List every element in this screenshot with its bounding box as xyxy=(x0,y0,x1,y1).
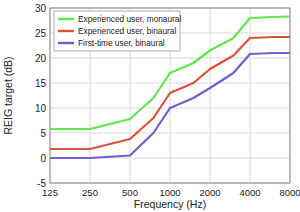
legend-label: Experienced user, monaural xyxy=(78,14,181,24)
series-line xyxy=(50,53,290,158)
x-tick-label: 8000 xyxy=(279,187,300,198)
y-tick-label: 30 xyxy=(35,3,47,14)
x-axis-title: Frequency (Hz) xyxy=(134,198,206,210)
y-axis-title: REIG target (dB) xyxy=(2,56,14,134)
series-line xyxy=(50,17,290,130)
grid-line xyxy=(210,8,211,183)
legend-swatch xyxy=(58,42,74,44)
x-tick-label: 1000 xyxy=(159,187,180,198)
plot-frame xyxy=(50,8,290,183)
legend-swatch xyxy=(58,18,74,20)
y-tick-label: 10 xyxy=(35,103,47,114)
chart: -50510152025301252505001000200040008000E… xyxy=(0,0,300,212)
y-tick-label: 0 xyxy=(40,153,46,164)
y-tick-label: 20 xyxy=(35,53,47,64)
x-tick-label: 4000 xyxy=(239,187,260,198)
y-tick-label: 15 xyxy=(35,78,47,89)
x-tick-label: 250 xyxy=(82,187,98,198)
y-tick-label: 5 xyxy=(40,128,46,139)
grid-line xyxy=(250,8,251,183)
legend-label: First-time user, binaural xyxy=(78,38,165,48)
x-tick-label: 500 xyxy=(122,187,138,198)
legend-swatch xyxy=(58,30,74,32)
x-tick-label: 125 xyxy=(42,187,58,198)
y-tick-label: 25 xyxy=(35,28,47,39)
x-tick-label: 2000 xyxy=(199,187,220,198)
legend-label: Experienced user, binaural xyxy=(78,26,176,36)
